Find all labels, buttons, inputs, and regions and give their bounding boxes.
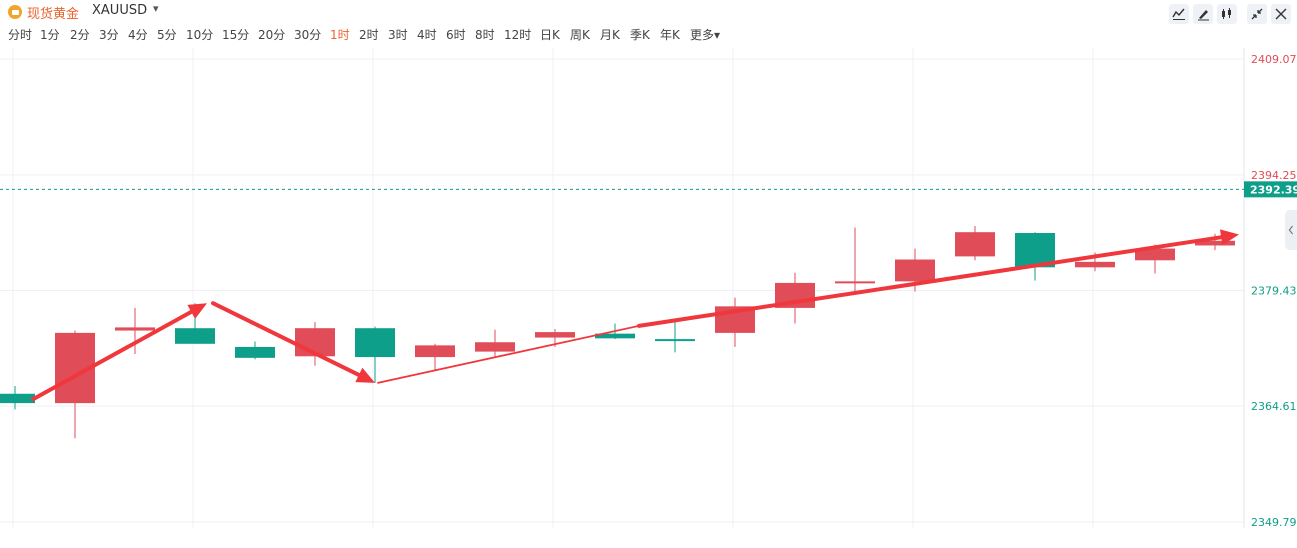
pen-tool-icon[interactable] [1193,4,1213,24]
candle-body [535,332,575,338]
tab-2min[interactable]: 2分 [70,28,90,42]
tab-more[interactable]: 更多▾ [690,28,721,42]
candle-body [835,281,875,284]
trend-arrowhead [1220,229,1239,246]
tab-20min[interactable]: 20分 [258,28,286,42]
candle-body [1075,261,1115,268]
tab-6hour[interactable]: 6时 [446,28,466,42]
tab-5min[interactable]: 5分 [157,28,177,42]
last-price-label: 2392.39 [1250,183,1297,196]
candle-body [175,328,215,344]
candle-body [355,328,395,358]
y-tick-label: 2349.79 [1251,516,1297,529]
side-panel-toggle[interactable] [1285,210,1297,250]
tab-day[interactable]: 日K [540,28,560,42]
tab-month[interactable]: 月K [600,28,620,42]
tab-15min[interactable]: 15分 [222,28,250,42]
symbol-dropdown-icon[interactable]: ▾ [153,2,159,15]
chevron-left-icon [1288,225,1294,235]
tab-12hour[interactable]: 12时 [504,28,532,42]
chart-header: 现货黄金 XAUUSD ▾ [0,0,1297,24]
tab-8hour[interactable]: 8时 [475,28,495,42]
tab-4min[interactable]: 4分 [128,28,148,42]
y-tick-label: 2364.61 [1251,400,1297,413]
tab-2hour[interactable]: 2时 [359,28,379,42]
candle-body [235,346,275,358]
y-tick-label: 2394.25 [1251,169,1297,182]
candle-body [475,342,515,352]
candle-body [655,339,695,342]
gold-icon [8,5,22,19]
candle-body [415,345,455,358]
trend-arrowhead [187,303,207,319]
symbol-name[interactable]: 现货黄金 [27,7,80,22]
trend-arrow [31,307,198,402]
y-tick-label: 2409.07 [1251,53,1297,66]
y-tick-label: 2379.43 [1251,284,1297,297]
line-tool-icon[interactable] [1169,4,1189,24]
tab-3hour[interactable]: 3时 [388,28,408,42]
trend-arrow [637,234,1229,328]
candle-body [1135,248,1175,261]
candle-body [895,259,935,282]
tab-timeshare[interactable]: 分时 [8,28,33,42]
tab-year[interactable]: 年K [660,28,680,42]
candle-body [1195,240,1235,246]
candle-body [115,327,155,331]
tab-1hour[interactable]: 1时 [330,28,350,42]
tab-3min[interactable]: 3分 [99,28,119,42]
trend-arrow [377,324,640,384]
tab-1min[interactable]: 1分 [40,28,60,42]
candle-body [0,393,35,404]
tab-10min[interactable]: 10分 [186,28,214,42]
symbol-code[interactable]: XAUUSD [92,3,148,18]
tab-week[interactable]: 周K [570,28,590,42]
candlestick-tool-icon[interactable] [1217,4,1237,24]
last-price-tag [1244,181,1297,198]
tab-4hour[interactable]: 4时 [417,28,437,42]
candle-body [955,232,995,257]
collapse-icon[interactable] [1247,4,1267,24]
tab-quarter[interactable]: 季K [630,28,650,42]
candle-body [595,333,635,339]
trend-arrowhead [355,367,375,383]
trend-arrow [211,301,366,380]
close-icon[interactable] [1271,4,1291,24]
tab-30min[interactable]: 30分 [294,28,322,42]
